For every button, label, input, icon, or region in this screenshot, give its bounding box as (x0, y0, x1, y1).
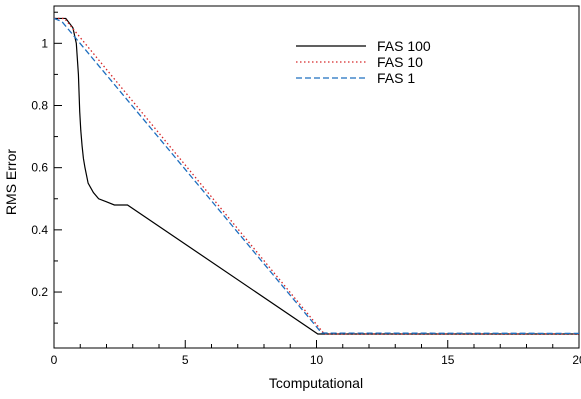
x-tick-label: 0 (51, 353, 58, 367)
x-tick-label: 15 (441, 353, 455, 367)
y-tick-label: 0.4 (31, 223, 48, 237)
y-tick-label: 1 (41, 36, 48, 50)
legend-label: FAS 10 (377, 54, 423, 70)
y-tick-label: 0.6 (31, 161, 48, 175)
legend-label: FAS 100 (377, 38, 431, 54)
series-lines (53, 17, 580, 335)
y-axis-label: RMS Error (3, 149, 19, 215)
plot-area (53, 5, 580, 349)
axes: 0 5 10 15 20 0.2 0.4 0.6 0.8 1 (31, 11, 581, 367)
series-line-fas-10 (54, 17, 579, 335)
legend-label: FAS 1 (377, 70, 415, 86)
series-line-fas-100 (54, 17, 579, 335)
y-tick-label: 0.2 (31, 285, 48, 299)
plot-frame (53, 5, 580, 349)
x-tick-label: 5 (182, 353, 189, 367)
x-tick-label: 10 (310, 353, 324, 367)
y-tick-label: 0.8 (31, 98, 48, 112)
x-tick-label: 20 (572, 353, 581, 367)
series-line-fas-1 (53, 17, 580, 335)
x-axis-label: Tcomputational (269, 375, 363, 391)
